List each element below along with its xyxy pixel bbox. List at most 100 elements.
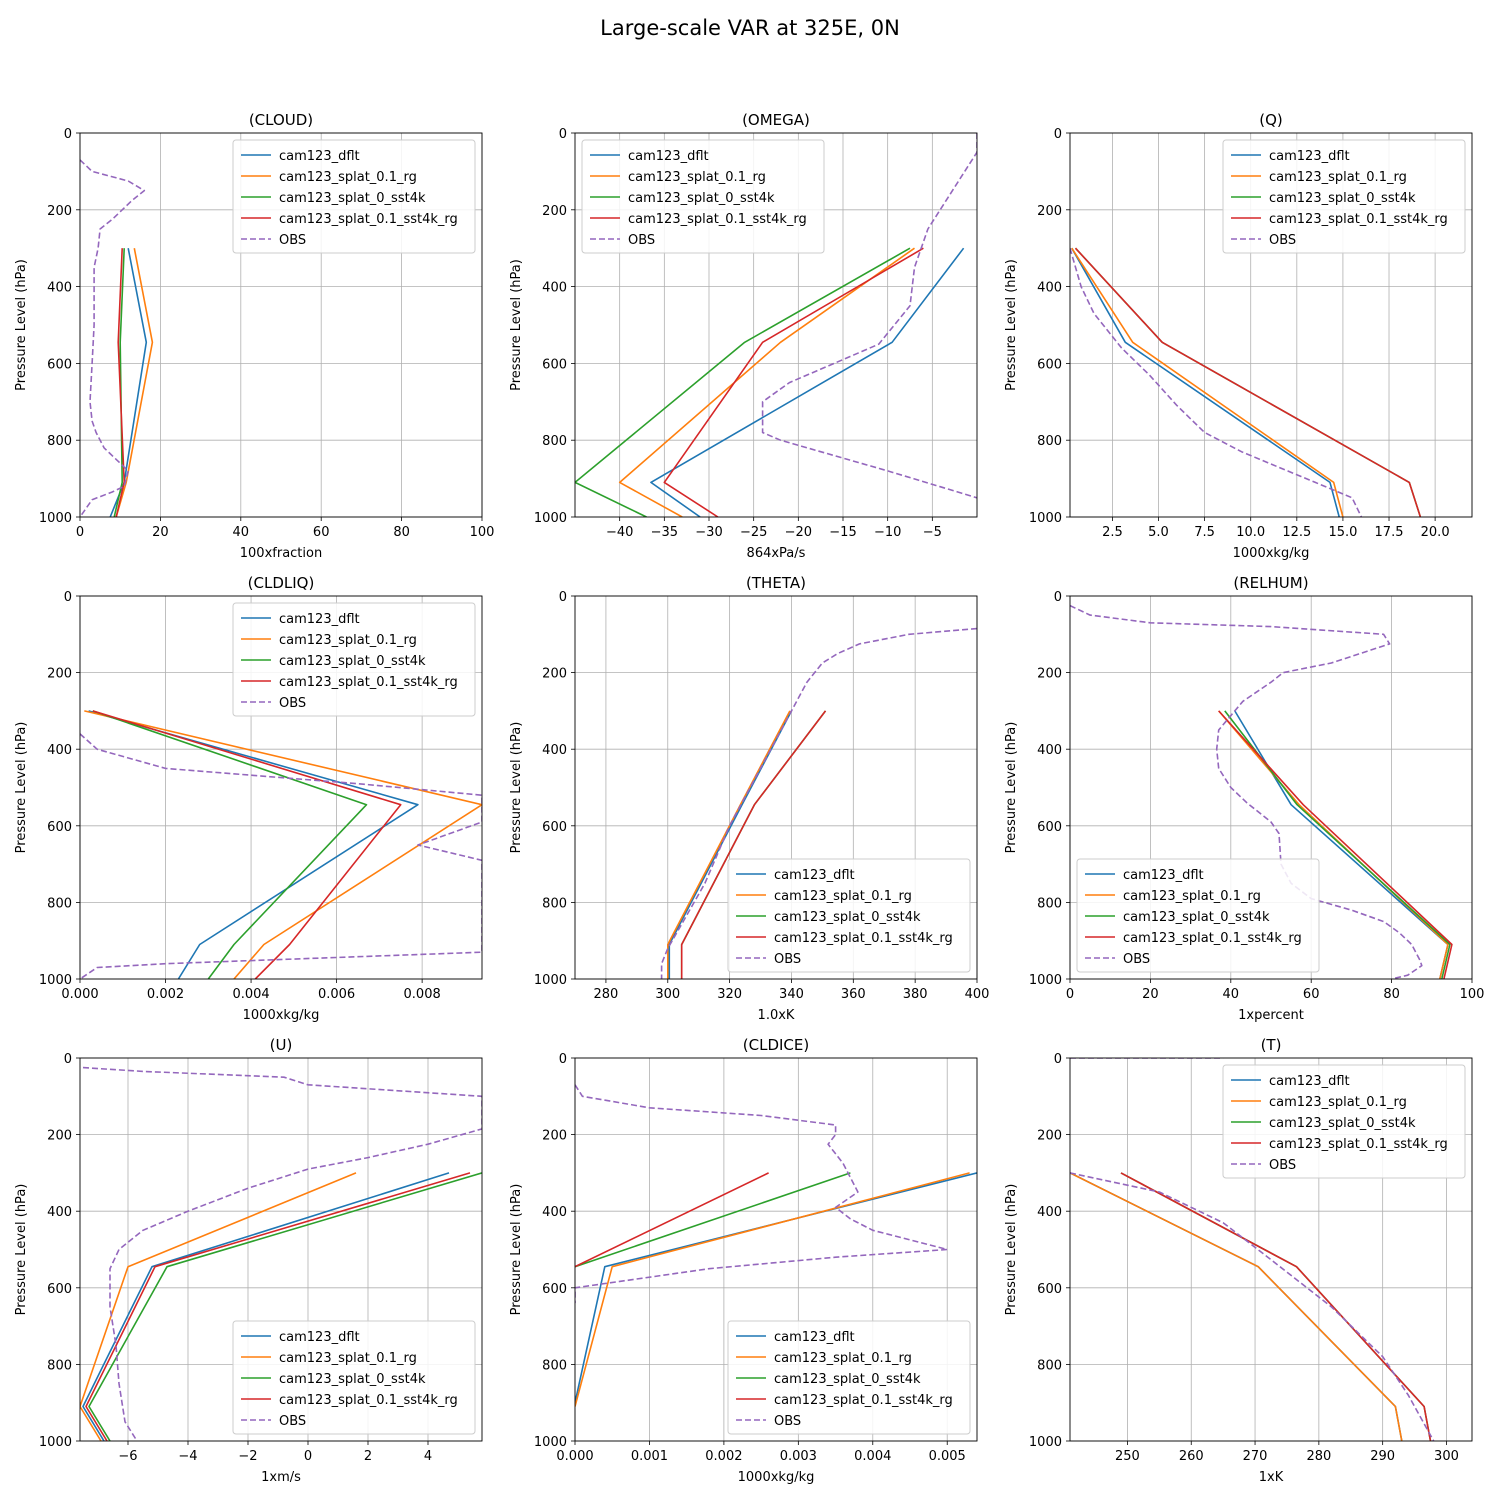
x-tick-label: 300	[1434, 1449, 1459, 1464]
legend-label: cam123_dflt	[279, 149, 360, 164]
y-axis-label: Pressure Level (hPa)	[1004, 259, 1019, 391]
x-tick-label: 0	[76, 525, 84, 540]
y-tick-label: 1000	[534, 973, 567, 988]
y-tick-label: 0	[1054, 1052, 1062, 1067]
series-line-obs	[80, 159, 146, 517]
x-tick-label: 280	[1306, 1449, 1331, 1464]
series-line-cam123-splat-0-1-rg	[115, 248, 154, 517]
y-tick-label: 800	[542, 434, 567, 449]
series-line-cam123-splat-0-1-sst4k-rg	[92, 710, 402, 979]
x-axis-label: 1000xkg/kg	[243, 1008, 320, 1023]
legend-label: cam123_dflt	[1123, 868, 1204, 883]
legend-label: cam123_splat_0_sst4k	[279, 191, 426, 206]
x-tick-label: 2	[364, 1449, 372, 1464]
y-tick-label: 200	[1037, 667, 1062, 682]
y-tick-label: 800	[542, 896, 567, 911]
series-line-cam123-splat-0-1-sst4k-rg	[1074, 247, 1422, 517]
series-line-cam123-dflt	[1071, 247, 1340, 517]
legend-label: OBS	[1269, 233, 1296, 248]
x-tick-label: 0.008	[404, 987, 441, 1002]
y-tick-label: 400	[47, 1205, 72, 1220]
series-line-cam123-splat-0-1-sst4k-rg	[115, 248, 125, 517]
y-tick-label: 0	[64, 1052, 72, 1067]
series-line-obs	[761, 133, 977, 499]
x-tick-label: 0.006	[318, 987, 355, 1002]
y-tick-label: 800	[47, 896, 72, 911]
x-tick-label: −2	[238, 1449, 257, 1464]
subplot-title: (RELHUM)	[1233, 574, 1308, 592]
series-line-cam123-splat-0-1-sst4k-rg	[1120, 1172, 1432, 1441]
axes-frame	[1069, 132, 1473, 518]
subplot-9: 250 260 270 280 290 300 0 200 400 600 800 1000 (T) 1x…	[1004, 1036, 1473, 1485]
legend-label: cam123_dflt	[279, 612, 360, 627]
series-line-cam123-splat-0-sst4k	[1120, 1172, 1432, 1441]
y-tick-label: 600	[542, 357, 567, 372]
legend-label: cam123_splat_0.1_rg	[279, 170, 417, 185]
y-axis-label: Pressure Level (hPa)	[1004, 1184, 1019, 1316]
y-axis-label: Pressure Level (hPa)	[1004, 722, 1019, 854]
legend-label: cam123_splat_0.1_rg	[1269, 1095, 1407, 1110]
y-tick-label: 800	[1037, 896, 1062, 911]
x-tick-label: 4	[424, 1449, 432, 1464]
subplot-title: (U)	[270, 1036, 293, 1054]
series-group	[575, 133, 977, 517]
series-line-cam123-splat-0-1-rg	[666, 710, 791, 979]
legend-label: cam123_dflt	[774, 868, 855, 883]
x-tick-label: 60	[1303, 987, 1320, 1002]
axes-frame	[574, 595, 978, 980]
x-tick-label: 7.5	[1194, 525, 1215, 540]
y-tick-label: 1000	[534, 511, 567, 526]
x-tick-label: −5	[923, 525, 942, 540]
legend-label: cam123_splat_0.1_rg	[628, 170, 766, 185]
y-tick-label: 600	[1037, 820, 1062, 835]
y-tick-label: 200	[1037, 204, 1062, 219]
x-tick-label: 2.5	[1102, 525, 1123, 540]
series-line-cam123-splat-0-1-sst4k-rg	[1218, 710, 1453, 979]
y-tick-label: 400	[542, 743, 567, 758]
legend-label: cam123_splat_0_sst4k	[279, 1372, 426, 1387]
series-line-cam123-splat-0-sst4k	[1074, 247, 1422, 517]
y-tick-label: 400	[47, 743, 72, 758]
y-tick-label: 400	[1037, 743, 1062, 758]
series-group	[1070, 247, 1422, 517]
y-tick-label: 0	[64, 127, 72, 142]
legend-label: cam123_splat_0.1_sst4k_rg	[279, 675, 458, 690]
series-group	[1070, 604, 1453, 979]
x-tick-label: 0.005	[929, 1449, 966, 1464]
legend: cam123_dflt cam123_splat_0.1_rg cam123_spl…	[1076, 858, 1320, 973]
legend: cam123_dflt cam123_splat_0.1_rg cam123_spl…	[232, 1320, 476, 1435]
y-tick-label: 200	[542, 1129, 567, 1144]
legend-label: cam123_splat_0_sst4k	[1269, 191, 1416, 206]
legend-label: cam123_splat_0.1_sst4k_rg	[1269, 1137, 1448, 1152]
series-line-cam123-dflt	[82, 1172, 450, 1441]
series-line-obs	[575, 1084, 949, 1304]
series-line-cam123-splat-0-1-sst4k-rg	[680, 710, 827, 979]
subplot-title: (OMEGA)	[742, 111, 810, 129]
y-tick-label: 600	[1037, 357, 1062, 372]
legend-label: OBS	[279, 696, 306, 711]
x-tick-label: −20	[785, 525, 812, 540]
y-tick-label: 600	[1037, 1282, 1062, 1297]
x-tick-label: 0.000	[61, 987, 98, 1002]
legend-label: cam123_splat_0.1_rg	[774, 889, 912, 904]
y-tick-label: 0	[559, 590, 567, 605]
subplot-title: (CLDICE)	[743, 1036, 809, 1054]
series-line-obs	[1070, 247, 1363, 517]
subplot-8: 0.000 0.001 0.002 0.003 0.004 0.005 0 200 400 600…	[509, 1036, 978, 1485]
legend-label: cam123_dflt	[279, 1330, 360, 1345]
series-line-cam123-splat-0-1-rg	[80, 1172, 357, 1441]
x-tick-label: −35	[651, 525, 678, 540]
legend-box	[1222, 1064, 1466, 1179]
subplot-2: −40 −35 −30 −25 −20 −15 −10 −5 0 200 400 600 800 1000…	[509, 111, 978, 561]
x-tick-label: 270	[1243, 1449, 1268, 1464]
y-tick-label: 1000	[39, 1435, 72, 1450]
series-group	[660, 627, 977, 979]
x-axis-label: 100xfraction	[240, 546, 322, 561]
x-tick-label: −25	[740, 525, 767, 540]
y-axis-label: Pressure Level (hPa)	[14, 722, 29, 854]
axes-frame	[79, 1057, 483, 1442]
subplot-6: 0 20 40 60 80 10002004006008001000(RELHUM)1xp…	[1004, 574, 1484, 1023]
y-tick-label: 600	[542, 820, 567, 835]
y-axis-label: Pressure Level (hPa)	[509, 722, 524, 854]
